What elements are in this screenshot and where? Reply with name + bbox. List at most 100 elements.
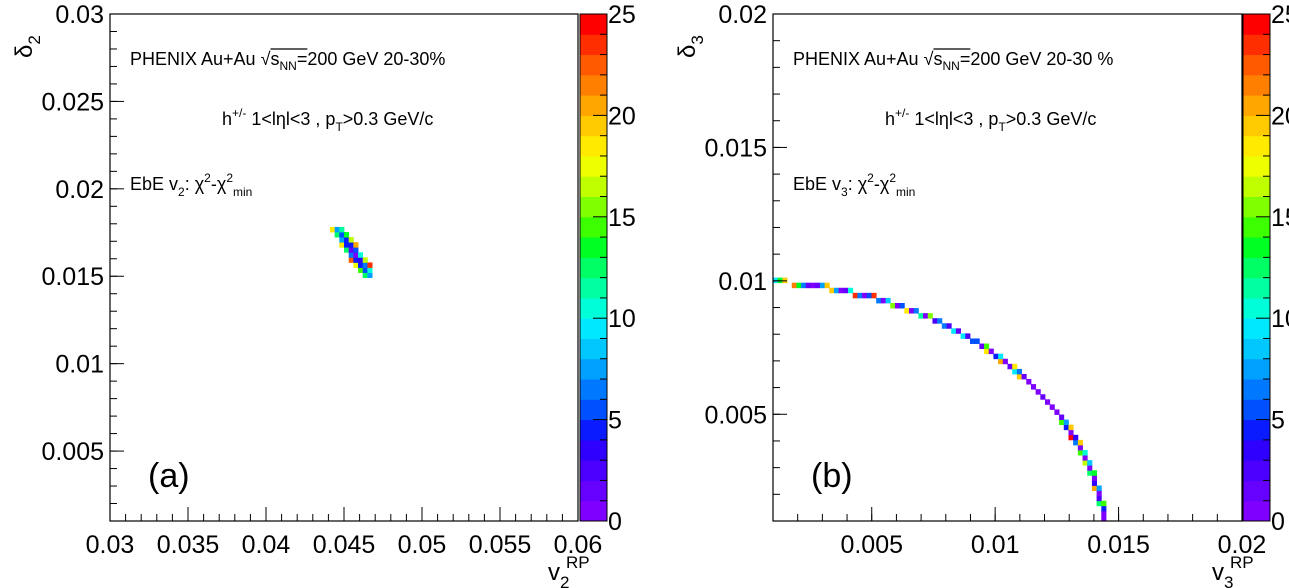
y-axis: 0.005 0.01 0.015 0.02 0.025 0.03 (41, 1, 124, 522)
heatmap-cell (1082, 450, 1088, 456)
colorbar-swatch (580, 257, 607, 279)
x-tick-label: 0.04 (242, 531, 291, 559)
heatmap-cell (1096, 495, 1102, 502)
heatmap-cell (805, 282, 811, 289)
annotation-cuts: h+/- 1<lηl<3 , pT>0.3 GeV/c (885, 106, 1096, 134)
annotation-method: EbE v3: χ2-χ2min (793, 171, 915, 199)
heatmap-cell (339, 237, 345, 243)
heatmap-cell (904, 308, 910, 314)
heatmap-cell (358, 267, 364, 273)
heatmap-cell (984, 343, 990, 350)
heatmap-cell (1030, 384, 1037, 390)
colorbar-swatch (1243, 500, 1270, 522)
heatmap-cell (353, 242, 359, 248)
x-axis: 0.005 0.01 0.015 0.02 (772, 507, 1266, 559)
heatmap-cell (998, 353, 1004, 360)
heatmap-cell (993, 353, 999, 360)
colorbar-tick-label: 25 (1271, 1, 1289, 29)
heatmap-cell (1073, 439, 1079, 446)
y-tick-label: 0.01 (718, 268, 767, 296)
heatmap-cell (1101, 500, 1107, 507)
heatmap-cell (1059, 414, 1065, 420)
heatmap-cell (932, 318, 938, 324)
colorbar-tick-label: 20 (608, 102, 636, 130)
heatmap-cell (796, 282, 802, 289)
heatmap-cell (791, 282, 797, 289)
heatmap-cell (1016, 368, 1022, 375)
annotation-method: EbE v2: χ2-χ2min (130, 171, 252, 199)
colorbar-swatch (580, 14, 607, 35)
heatmap-cell (344, 232, 350, 238)
plot-frame (772, 13, 1243, 522)
heatmap-cell (819, 282, 825, 289)
heatmap-cell (339, 242, 345, 248)
colorbar-swatch (580, 318, 607, 339)
heatmap-cell (362, 257, 368, 263)
colorbar-swatch (1243, 176, 1270, 198)
heatmap-cell (353, 257, 359, 263)
x-tick-label: 0.035 (157, 531, 220, 559)
heatmap-cell (801, 282, 807, 289)
heatmap-cell (866, 292, 872, 299)
heatmap-cell (334, 226, 340, 233)
colorbar-swatch (580, 237, 607, 258)
x-axis-title-sup: RP (566, 553, 590, 572)
heatmap-cell (1082, 455, 1088, 461)
heatmap-cell (974, 338, 980, 344)
colorbar-swatch (580, 500, 607, 522)
heatmap-cell (923, 313, 929, 319)
colorbar-swatch (580, 115, 607, 137)
heatmap-cell (1101, 510, 1107, 517)
colorbar-swatch (580, 176, 607, 198)
colorbar-tick-label: 0 (608, 508, 622, 536)
y-tick-label: 0.03 (55, 1, 104, 29)
colorbar: 0 5 10 15 20 25 (579, 1, 636, 536)
y-tick-label: 0.01 (55, 351, 104, 379)
heatmap-cell (1077, 450, 1083, 456)
heatmap-cell (367, 272, 373, 279)
heatmap-cell (979, 343, 985, 350)
heatmap-cell (909, 308, 915, 314)
annotation-cuts: h+/- 1<lηl<3 , pT>0.3 GeV/c (222, 106, 433, 134)
heatmap-cell (1091, 485, 1098, 491)
annotation-experiment: PHENIX Au+Au √sNN=200 GeV 20-30 % (793, 49, 1113, 73)
colorbar-swatch (1243, 399, 1270, 421)
heatmap-cell (1077, 444, 1083, 451)
heatmap-cell (1035, 389, 1041, 395)
heatmap-cell (348, 242, 354, 248)
colorbar-swatch (1243, 439, 1270, 461)
heatmap-cell (941, 323, 947, 329)
colorbar-swatch (580, 480, 607, 502)
x-tick-label: 0.06 (554, 531, 603, 559)
colorbar-swatch (580, 54, 607, 76)
x-tick-label: 0.005 (840, 531, 903, 559)
heatmap-cell (918, 313, 924, 319)
heatmap-cell (857, 292, 863, 299)
annotation-experiment: PHENIX Au+Au √sNN=200 GeV 20-30% (130, 49, 445, 73)
colorbar-swatch (1243, 257, 1270, 279)
chart-panel-b: 0.005 0.01 0.015 0.020.0050.010.0150.02v3RP… (674, 1, 1289, 588)
heatmap-cell (1073, 434, 1079, 441)
heatmap-cell (852, 292, 858, 299)
colorbar-swatch (580, 196, 607, 218)
x-tick-label: 0.05 (398, 531, 447, 559)
heatmap-cell (1087, 470, 1093, 476)
heatmap-cell (984, 348, 990, 355)
colorbar-swatch (1243, 95, 1270, 116)
heatmap-cell (1101, 515, 1107, 522)
heatmap-cell (965, 333, 971, 339)
heatmap-cell (334, 232, 340, 238)
heatmap-cell (1063, 419, 1069, 426)
heatmap-cell (1068, 424, 1074, 431)
colorbar-swatch (1243, 480, 1270, 502)
colorbar-swatch (1243, 196, 1270, 218)
heatmap-cell (1087, 465, 1093, 471)
x-axis: 0.03 0.035 0.04 0.045 0.05 0.055 0.06 (86, 507, 603, 559)
colorbar-swatch (580, 34, 607, 56)
colorbar-swatch (580, 338, 607, 360)
y-tick-label: 0.02 (718, 1, 767, 29)
colorbar-swatch (1243, 297, 1270, 319)
heatmap-cell (998, 358, 1004, 365)
heatmap-cell (955, 328, 961, 334)
heatmap-cell (353, 252, 359, 258)
